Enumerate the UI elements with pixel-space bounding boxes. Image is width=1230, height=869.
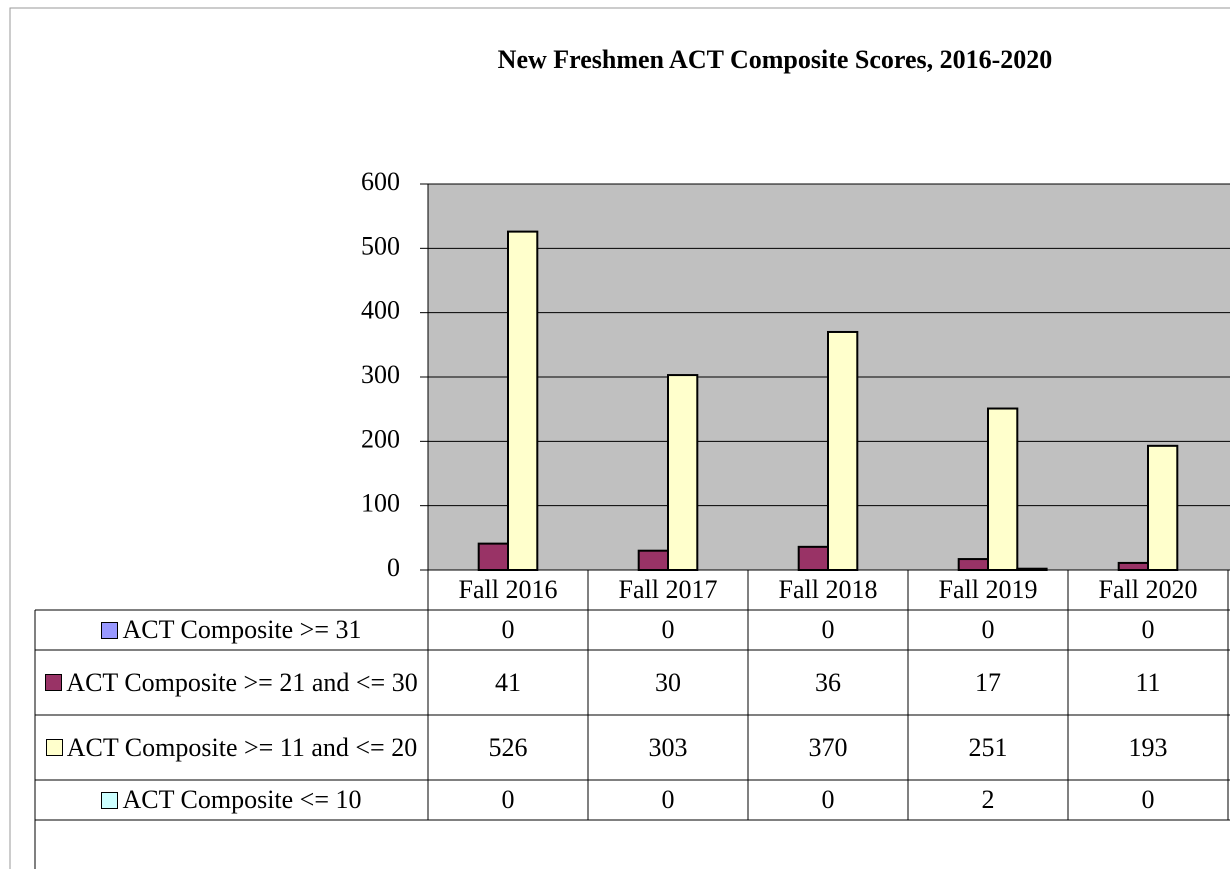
bar bbox=[797, 545, 830, 572]
table-value: 0 bbox=[821, 615, 835, 644]
bar bbox=[957, 558, 990, 572]
table-value: 36 bbox=[815, 667, 841, 697]
legend-swatch bbox=[101, 791, 119, 809]
table-value: 0 bbox=[501, 615, 515, 644]
table-value: 370 bbox=[808, 732, 848, 762]
chart-frame bbox=[9, 7, 1230, 869]
table-value: 2 bbox=[981, 785, 995, 814]
bar bbox=[1147, 444, 1179, 571]
table-value: 0 bbox=[1141, 615, 1155, 644]
table-value: 0 bbox=[821, 785, 835, 814]
x-tick-label: Fall 2019 bbox=[938, 575, 1038, 604]
legend-entry: ACT Composite >= 21 and <= 30 bbox=[39, 650, 424, 715]
legend-entry: ACT Composite >= 11 and <= 20 bbox=[39, 715, 424, 780]
bar bbox=[667, 374, 699, 571]
legend-swatch bbox=[45, 674, 63, 692]
legend-label: ACT Composite >= 21 and <= 30 bbox=[66, 667, 418, 697]
legend-text: ACT Composite >= 31 bbox=[101, 615, 362, 644]
table-value: 11 bbox=[1135, 667, 1161, 697]
table-value: 41 bbox=[495, 667, 521, 697]
legend-text: ACT Composite >= 21 and <= 30 bbox=[45, 667, 418, 697]
y-tick-label: 600 bbox=[361, 167, 400, 196]
bar bbox=[637, 549, 670, 572]
y-tick-label: 0 bbox=[387, 553, 400, 582]
table-value: 0 bbox=[661, 785, 675, 814]
y-tick-label: 500 bbox=[361, 231, 400, 260]
table-value: 0 bbox=[661, 615, 675, 644]
table-value: 17 bbox=[975, 667, 1001, 697]
table-value: 30 bbox=[655, 667, 681, 697]
chart-title: New Freshmen ACT Composite Scores, 2016-… bbox=[498, 45, 1053, 74]
bar bbox=[987, 407, 1019, 572]
legend-text: ACT Composite <= 10 bbox=[101, 785, 362, 814]
y-tick-label: 200 bbox=[361, 424, 400, 453]
table-value: 193 bbox=[1128, 732, 1168, 762]
table-value: 0 bbox=[981, 615, 995, 644]
legend-swatch bbox=[45, 739, 63, 757]
legend-label: ACT Composite >= 31 bbox=[122, 615, 362, 644]
legend-label: ACT Composite <= 10 bbox=[122, 785, 362, 814]
legend-text: ACT Composite >= 11 and <= 20 bbox=[45, 732, 418, 762]
legend-label: ACT Composite >= 11 and <= 20 bbox=[66, 732, 418, 762]
x-tick-label: Fall 2020 bbox=[1098, 575, 1198, 604]
legend-swatch bbox=[101, 621, 119, 639]
x-tick-label: Fall 2017 bbox=[618, 575, 718, 604]
legend-entry: ACT Composite <= 10 bbox=[39, 780, 424, 820]
x-tick-label: Fall 2018 bbox=[778, 575, 878, 604]
bar bbox=[827, 330, 859, 572]
bar bbox=[477, 542, 510, 572]
y-tick-label: 400 bbox=[361, 296, 400, 325]
bar bbox=[507, 230, 539, 572]
x-tick-label: Fall 2016 bbox=[458, 575, 558, 604]
table-value: 303 bbox=[648, 732, 688, 762]
bar bbox=[1117, 561, 1149, 572]
table-value: 251 bbox=[968, 732, 1008, 762]
table-value: 0 bbox=[1141, 785, 1155, 814]
table-value: 0 bbox=[501, 785, 515, 814]
y-tick-label: 100 bbox=[361, 489, 400, 518]
y-tick-label: 300 bbox=[361, 360, 400, 389]
legend-entry: ACT Composite >= 31 bbox=[39, 610, 424, 650]
table-value: 526 bbox=[488, 732, 528, 762]
